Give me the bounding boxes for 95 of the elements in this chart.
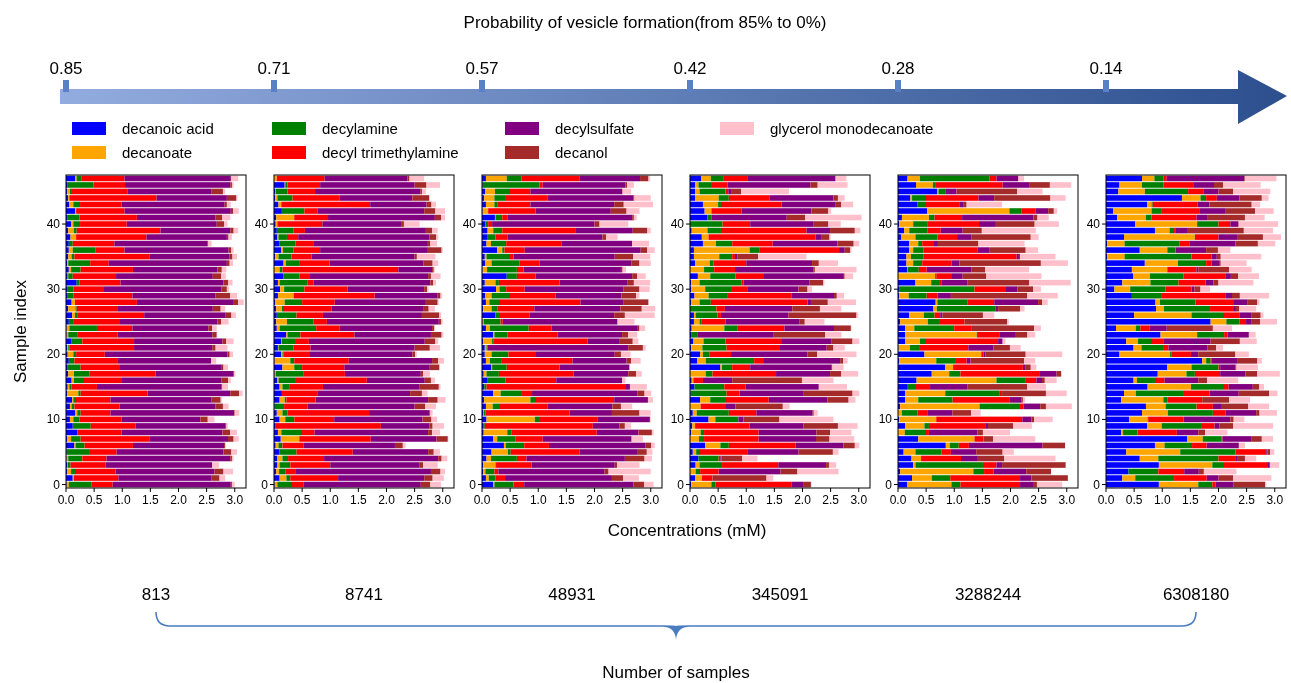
- x-tick-label: 1.5: [350, 493, 368, 507]
- y-tick-label: 0: [677, 477, 685, 492]
- x-tick-label: 2.5: [822, 493, 840, 507]
- text: 8741: [345, 585, 383, 604]
- x-tick-label: 0.0: [57, 493, 75, 507]
- text: Number of samples: [602, 663, 750, 682]
- x-tick-label: 2.0: [586, 493, 604, 507]
- x-tick-label: 1.5: [558, 493, 576, 507]
- y-tick-label: 40: [878, 217, 893, 232]
- text: 0.42: [673, 59, 707, 78]
- x-tick-label: 0.0: [681, 493, 699, 507]
- legend-label: decanoate: [122, 144, 193, 161]
- y-tick-label: 40: [670, 217, 685, 232]
- y-tick-label: 30: [878, 282, 893, 297]
- x-tick-label: 0.5: [501, 493, 519, 507]
- text: 0.57: [465, 59, 499, 78]
- x-tick-label: 0.5: [917, 493, 935, 507]
- x-tick-label: 2.5: [406, 493, 424, 507]
- text: 0.71: [257, 59, 291, 78]
- y-tick-label: 30: [254, 282, 269, 297]
- y-tick-label: 20: [46, 347, 61, 362]
- x-tick-label: 2.5: [1030, 493, 1048, 507]
- text: 813: [141, 585, 171, 604]
- y-tick-label: 10: [878, 412, 893, 427]
- y-axis-title: Sample index: [11, 279, 30, 384]
- x-tick-label: 3.0: [1058, 493, 1076, 507]
- x-tick-label: 1.5: [142, 493, 160, 507]
- y-tick-label: 40: [46, 217, 61, 232]
- text: 0.14: [1089, 59, 1123, 78]
- x-tick-label: 2.5: [1238, 493, 1256, 507]
- x-tick-label: 1.0: [529, 493, 547, 507]
- legend-label: decanol: [555, 144, 608, 161]
- y-tick-label: 0: [53, 477, 61, 492]
- y-tick-label: 40: [1086, 217, 1101, 232]
- x-tick-label: 1.5: [766, 493, 784, 507]
- x-tick-label: 3.0: [226, 493, 244, 507]
- y-tick-label: 0: [1093, 477, 1101, 492]
- legend-label: decanoic acid: [122, 120, 214, 137]
- x-tick-label: 1.0: [113, 493, 131, 507]
- legend-label: decylsulfate: [555, 120, 635, 137]
- x-tick-label: 2.0: [170, 493, 188, 507]
- x-tick-label: 0.0: [265, 493, 283, 507]
- legend-label: decylamine: [322, 120, 398, 137]
- x-tick-label: 1.0: [945, 493, 963, 507]
- y-tick-label: 20: [462, 347, 477, 362]
- x-tick-label: 2.5: [198, 493, 216, 507]
- x-tick-label: 0.5: [709, 493, 727, 507]
- text: 345091: [751, 585, 809, 604]
- x-tick-label: 1.5: [974, 493, 992, 507]
- y-tick-label: 10: [462, 412, 477, 427]
- x-tick-label: 0.5: [85, 493, 103, 507]
- text: 0.28: [881, 59, 915, 78]
- x-tick-label: 0.0: [1097, 493, 1115, 507]
- y-tick-label: 10: [46, 412, 61, 427]
- x-tick-label: 2.0: [794, 493, 812, 507]
- legend-label: decyl trimethylamine: [322, 144, 459, 161]
- x-tick-label: 1.0: [1153, 493, 1171, 507]
- x-tick-label: 3.0: [850, 493, 868, 507]
- y-tick-label: 20: [1086, 347, 1101, 362]
- x-tick-label: 3.0: [642, 493, 660, 507]
- y-tick-label: 30: [1086, 282, 1101, 297]
- x-tick-label: 2.0: [378, 493, 396, 507]
- x-tick-label: 0.5: [1125, 493, 1143, 507]
- x-tick-label: 1.0: [737, 493, 755, 507]
- y-tick-label: 20: [254, 347, 269, 362]
- y-tick-label: 30: [670, 282, 685, 297]
- text: 3288244: [954, 585, 1022, 604]
- chart-title: Probability of vesicle formation(from 85% to 0%): [463, 13, 827, 32]
- x-tick-label: 1.0: [321, 493, 339, 507]
- y-tick-label: 40: [462, 217, 477, 232]
- text: 6308180: [1162, 585, 1230, 604]
- y-tick-label: 0: [885, 477, 893, 492]
- y-tick-label: 30: [46, 282, 61, 297]
- y-tick-label: 10: [254, 412, 269, 427]
- x-axis-title: Concentrations (mM): [607, 521, 767, 540]
- x-tick-label: 0.0: [473, 493, 491, 507]
- x-tick-label: 1.5: [1182, 493, 1200, 507]
- text: 48931: [548, 585, 596, 604]
- x-tick-label: 2.0: [1002, 493, 1020, 507]
- x-tick-label: 3.0: [1266, 493, 1284, 507]
- x-tick-label: 2.5: [614, 493, 632, 507]
- y-tick-label: 10: [1086, 412, 1101, 427]
- y-tick-label: 40: [254, 217, 269, 232]
- x-tick-label: 2.0: [1210, 493, 1228, 507]
- y-tick-label: 30: [462, 282, 477, 297]
- y-tick-label: 20: [878, 347, 893, 362]
- y-tick-label: 10: [670, 412, 685, 427]
- x-tick-label: 3.0: [434, 493, 452, 507]
- legend-label: glycerol monodecanoate: [770, 120, 934, 137]
- y-tick-label: 0: [261, 477, 269, 492]
- y-tick-label: 20: [670, 347, 685, 362]
- x-tick-label: 0.5: [293, 493, 311, 507]
- x-tick-label: 0.0: [889, 493, 907, 507]
- y-tick-label: 0: [469, 477, 477, 492]
- text: 0.85: [49, 59, 83, 78]
